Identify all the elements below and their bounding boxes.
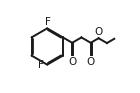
Text: F: F — [45, 17, 51, 27]
Text: O: O — [94, 27, 103, 37]
Text: O: O — [68, 57, 76, 67]
Text: F: F — [38, 60, 44, 70]
Text: O: O — [87, 57, 95, 67]
